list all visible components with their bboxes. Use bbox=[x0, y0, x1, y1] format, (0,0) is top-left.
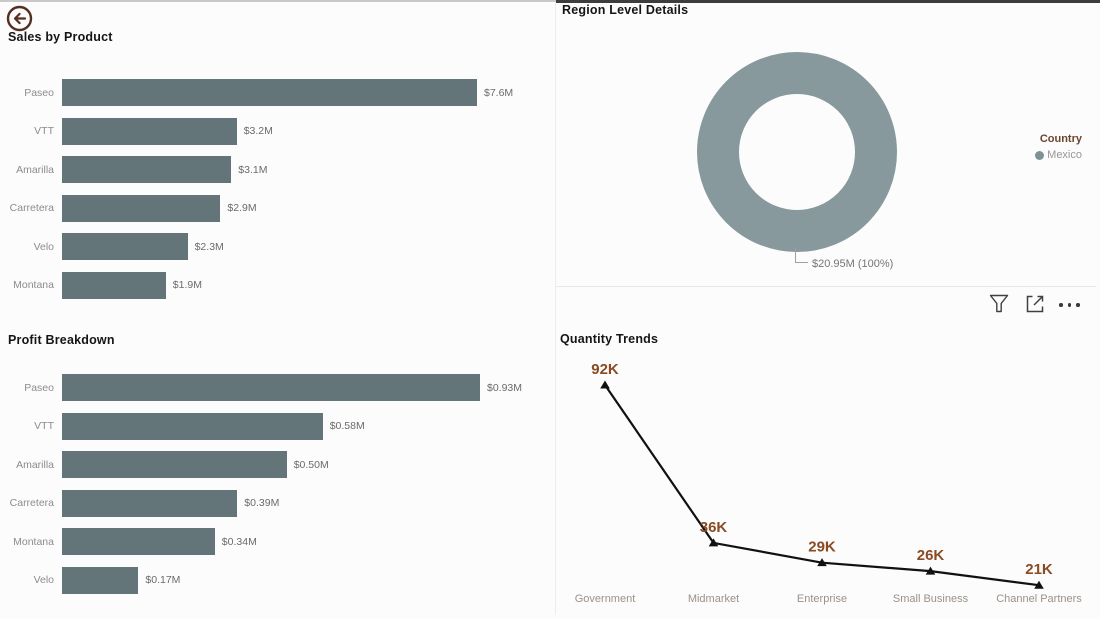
data-point-marker[interactable] bbox=[817, 558, 827, 567]
sales-bar-chart: Paseo $7.6M VTT $3.2M Amarilla $3.1M Carretera… bbox=[8, 79, 548, 311]
panel-divider bbox=[555, 3, 556, 615]
bar-paseo[interactable] bbox=[62, 79, 477, 106]
filter-icon bbox=[988, 292, 1010, 318]
bar-category-label: Velo bbox=[33, 574, 54, 587]
x-axis-category-label: Enterprise bbox=[797, 593, 847, 605]
bar-row: VTT $0.58M bbox=[8, 412, 548, 440]
donut-chart bbox=[697, 52, 897, 252]
x-axis-category-label: Channel Partners bbox=[996, 593, 1082, 605]
bar-row: VTT $3.2M bbox=[8, 117, 548, 145]
back-button[interactable] bbox=[6, 5, 33, 32]
bar-vtt[interactable] bbox=[62, 117, 237, 145]
bar-row: Amarilla $0.50M bbox=[8, 451, 548, 479]
bar-category-label: Montana bbox=[13, 535, 54, 548]
bar-carretera[interactable] bbox=[62, 194, 221, 222]
top-border-left bbox=[0, 0, 556, 2]
bar-row: Montana $0.34M bbox=[8, 528, 548, 556]
bar-value-label: $3.1M bbox=[238, 163, 268, 176]
bar-value-label: $0.17M bbox=[145, 574, 181, 587]
bar-vtt[interactable] bbox=[62, 412, 323, 440]
bar-category-label: Paseo bbox=[24, 381, 54, 394]
bar-row: Velo $2.3M bbox=[8, 233, 548, 261]
bar-category-label: VTT bbox=[34, 420, 54, 433]
bar-category-label: Amarilla bbox=[16, 458, 54, 471]
data-point-marker[interactable] bbox=[600, 380, 610, 389]
legend-item-mexico[interactable]: Mexico bbox=[1035, 149, 1082, 161]
legend-item-label: Mexico bbox=[1047, 149, 1082, 161]
bar-row: Carretera $2.9M bbox=[8, 194, 548, 222]
donut-slice-mexico[interactable] bbox=[697, 52, 897, 252]
bar-paseo[interactable] bbox=[62, 374, 480, 401]
bar-amarilla[interactable] bbox=[62, 451, 287, 479]
donut-callout-line bbox=[795, 248, 808, 263]
quantity-line-chart[interactable]: 92K Government 36K Midmarket 29K Enterprise 26… bbox=[556, 352, 1096, 614]
bar-value-label: $7.6M bbox=[484, 86, 514, 99]
bar-category-label: Carretera bbox=[9, 202, 54, 215]
data-point-marker[interactable] bbox=[925, 566, 936, 575]
bar-value-label: $0.93M bbox=[487, 381, 523, 394]
bar-montana[interactable] bbox=[62, 528, 215, 556]
bar-category-label: Amarilla bbox=[16, 163, 54, 176]
visual-hover-toolbar bbox=[988, 292, 1080, 318]
focus-mode-button[interactable] bbox=[1023, 292, 1046, 318]
legend-dot-icon bbox=[1035, 150, 1045, 160]
legend-title: Country bbox=[1039, 133, 1082, 145]
bar-velo[interactable] bbox=[62, 233, 188, 261]
bar-category-label: Paseo bbox=[24, 86, 54, 99]
bar-category-label: Montana bbox=[13, 279, 54, 292]
bar-category-label: VTT bbox=[34, 125, 54, 138]
x-axis-category-label: Midmarket bbox=[688, 593, 739, 605]
bar-row: Carretera $0.39M bbox=[8, 489, 548, 517]
data-point-label: 26K bbox=[917, 547, 945, 564]
profit-bar-chart: Paseo $0.93M VTT $0.58M Amarilla $0.50M Carret… bbox=[8, 374, 548, 606]
profit-chart-title: Profit Breakdown bbox=[8, 333, 115, 347]
filter-button[interactable] bbox=[988, 292, 1010, 318]
data-point-marker[interactable] bbox=[708, 538, 719, 547]
region-panel-bottom-border bbox=[556, 286, 1096, 287]
region-chart-title: Region Level Details bbox=[562, 3, 689, 17]
x-axis-category-label: Small Business bbox=[893, 593, 969, 605]
quantity-chart-title: Quantity Trends bbox=[560, 332, 659, 346]
bar-row: Montana $1.9M bbox=[8, 271, 548, 299]
bar-velo[interactable] bbox=[62, 566, 139, 594]
bar-montana[interactable] bbox=[62, 271, 166, 299]
bar-carretera[interactable] bbox=[62, 489, 238, 517]
data-point-label: 92K bbox=[591, 361, 619, 378]
data-point-label: 21K bbox=[1025, 561, 1053, 578]
bar-value-label: $3.2M bbox=[243, 125, 273, 138]
bar-value-label: $2.9M bbox=[227, 202, 257, 215]
bar-row: Paseo $0.93M bbox=[8, 374, 548, 401]
bar-value-label: $0.39M bbox=[244, 497, 280, 510]
data-point-marker[interactable] bbox=[1034, 580, 1044, 589]
donut-callout-label: $20.95M (100%) bbox=[812, 258, 894, 270]
more-options-button[interactable] bbox=[1059, 303, 1080, 307]
sales-chart-title: Sales by Product bbox=[8, 30, 113, 44]
bar-value-label: $1.9M bbox=[172, 279, 202, 292]
bar-value-label: $0.50M bbox=[293, 458, 329, 471]
bar-row: Amarilla $3.1M bbox=[8, 156, 548, 184]
bar-value-label: $2.3M bbox=[194, 240, 224, 253]
donut-legend: Country Mexico bbox=[1035, 133, 1082, 161]
more-options-icon bbox=[1059, 303, 1080, 307]
back-arrow-icon bbox=[6, 5, 33, 35]
focus-mode-icon bbox=[1023, 292, 1046, 318]
bar-amarilla[interactable] bbox=[62, 156, 232, 184]
bar-row: Paseo $7.6M bbox=[8, 79, 548, 106]
bar-category-label: Velo bbox=[33, 240, 54, 253]
data-point-label: 29K bbox=[808, 539, 836, 556]
bar-value-label: $0.58M bbox=[329, 420, 365, 433]
bar-row: Velo $0.17M bbox=[8, 566, 548, 594]
x-axis-category-label: Government bbox=[575, 593, 636, 605]
data-point-label: 36K bbox=[700, 519, 728, 536]
bar-category-label: Carretera bbox=[9, 497, 54, 510]
bar-value-label: $0.34M bbox=[221, 535, 257, 548]
top-border-right bbox=[556, 0, 1100, 3]
